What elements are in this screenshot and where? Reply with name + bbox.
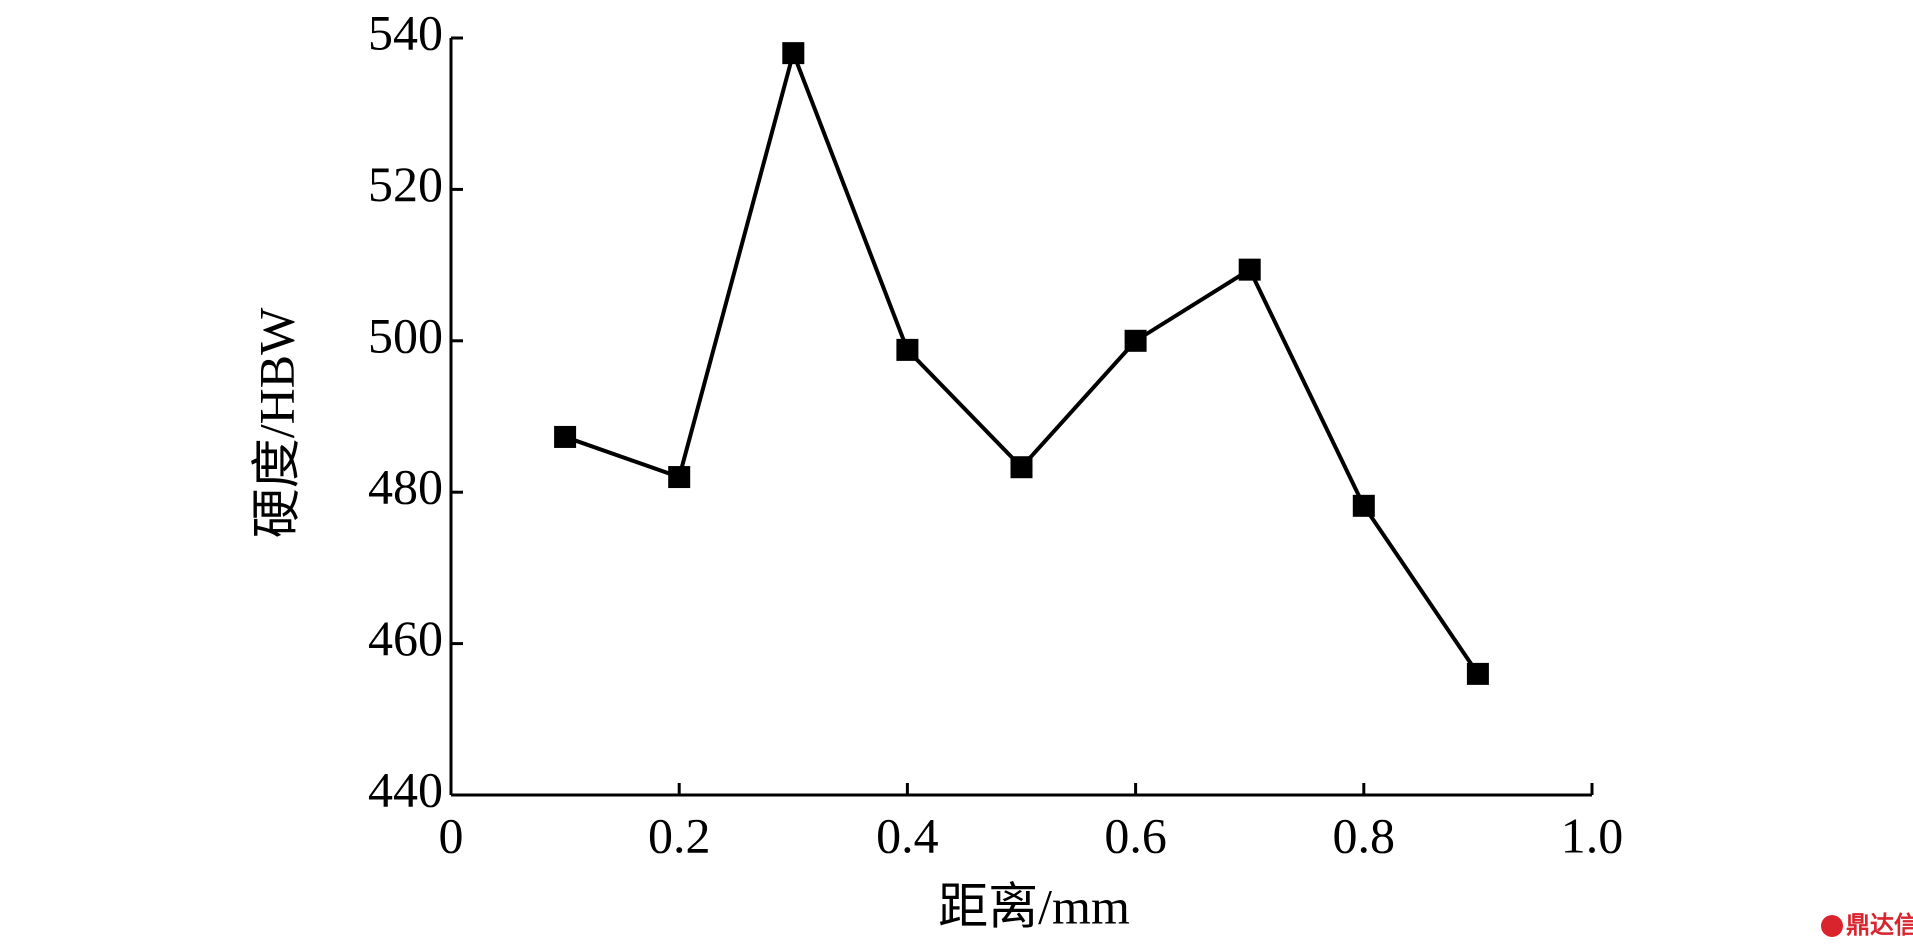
data-marker (1010, 456, 1033, 479)
watermark: 鼎达信 (1846, 911, 1913, 939)
y-axis-title: 硬度/HBW (248, 307, 304, 538)
data-marker (1352, 494, 1375, 517)
x-tick-label: 0.6 (1104, 807, 1167, 863)
x-axis-title: 距离/mm (938, 878, 1130, 934)
y-tick-label: 500 (368, 307, 443, 363)
data-line (564, 46, 1480, 676)
data-marker (1466, 662, 1489, 685)
data-marker (782, 42, 805, 65)
y-tick-label: 440 (368, 761, 443, 817)
x-tick-label: 0.4 (876, 807, 939, 863)
x-tick-label: 0 (439, 807, 464, 863)
y-tick-label: 460 (368, 610, 443, 666)
x-tick-label: 0.2 (648, 807, 711, 863)
y-tick-label: 540 (368, 4, 443, 60)
data-marker (896, 338, 919, 361)
data-marker (1238, 258, 1261, 281)
x-tick-label: 0.8 (1333, 807, 1396, 863)
y-tick-label: 480 (368, 459, 443, 515)
data-marker (554, 425, 577, 448)
watermark-icon (1821, 915, 1843, 937)
data-marker (1124, 329, 1147, 352)
x-tick-label: 1.0 (1561, 807, 1624, 863)
data-marker (668, 466, 691, 489)
y-tick-label: 520 (368, 156, 443, 212)
